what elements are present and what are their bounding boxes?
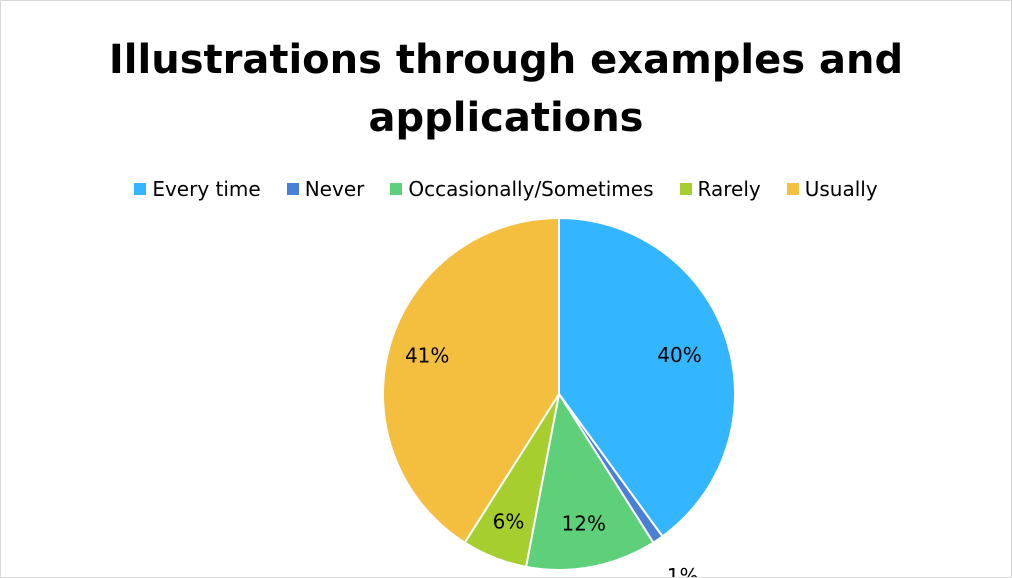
legend-item-never: Never [286, 177, 365, 201]
legend-swatch [286, 183, 299, 195]
data-label: 1% [667, 564, 699, 577]
legend-label: Never [304, 177, 365, 201]
legend-label: Usually [804, 177, 878, 201]
pie-slice-occasionally-sometimes [524, 391, 655, 571]
legend-item-usually: Usually [786, 177, 878, 201]
legend-label: Every time [152, 177, 261, 201]
legend-swatch [786, 183, 799, 195]
pie-slice-usually [382, 216, 560, 544]
data-label: 41% [405, 344, 449, 368]
legend-item-occasionally-sometimes: Occasionally/Sometimes [390, 177, 654, 201]
legend-item-rarely: Rarely [679, 177, 761, 201]
legend-swatch [134, 183, 147, 195]
data-label: 12% [562, 512, 606, 536]
data-label: 6% [493, 510, 525, 534]
chart-title: Illustrations through examples and appli… [108, 37, 904, 141]
chart-legend: Every time Never Occasionally/Sometimes … [1, 177, 1011, 201]
legend-item-every-time: Every time [134, 177, 261, 201]
data-label: 40% [657, 343, 701, 367]
legend-label: Occasionally/Sometimes [408, 177, 654, 201]
pie-slice-every-time [558, 216, 736, 538]
legend-swatch [390, 183, 403, 195]
legend-swatch [679, 183, 692, 195]
legend-label: Rarely [697, 177, 761, 201]
